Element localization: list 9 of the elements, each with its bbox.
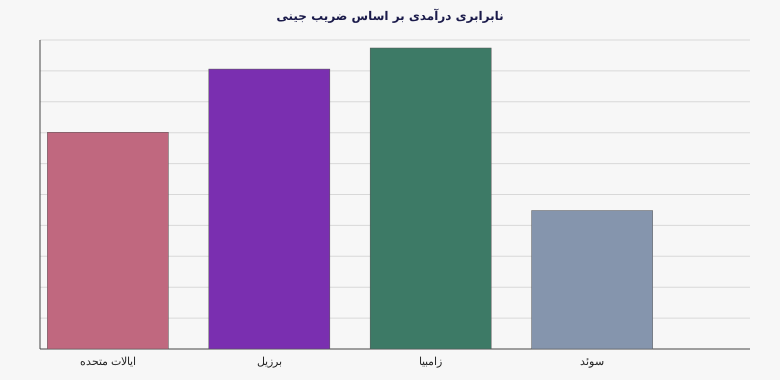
x-tick-label: زامبیا xyxy=(419,356,442,368)
bar xyxy=(47,132,169,350)
bar xyxy=(208,68,330,350)
bar xyxy=(370,48,492,350)
x-tick-label: سوئد xyxy=(580,356,604,368)
x-tick-label: برزیل xyxy=(256,356,282,368)
chart-title: نابرابری درآمدی بر اساس ضریب جینی xyxy=(276,8,504,23)
x-tick-label: ایالات متحده xyxy=(80,356,136,368)
bar xyxy=(531,210,653,350)
